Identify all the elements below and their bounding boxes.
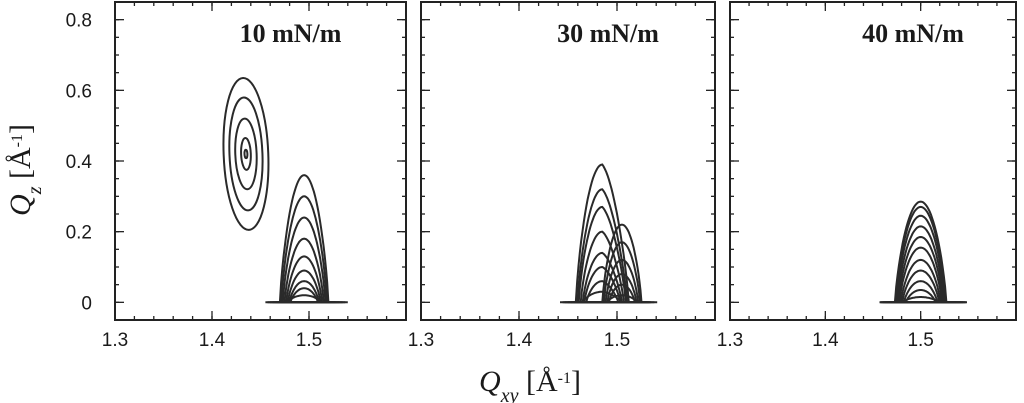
y-tick-label: 0.2 [66,223,92,244]
contour-line [243,148,249,160]
contour-line [567,230,642,304]
contour-line [270,216,343,304]
contour-line [278,269,334,304]
contour-line [597,294,649,304]
contour-line [272,237,340,304]
contour-line [891,296,953,304]
x-tick-label: 1.4 [506,330,533,351]
contour-line [595,258,652,304]
contour-line [240,137,252,171]
panel-1: 1.3 1.4 1.5 0 0.2 0.4 0.6 0.8 10 mN/m [66,1,407,351]
contour-line [590,223,658,304]
x-tick-label: 1.3 [717,330,743,351]
contour-line [601,283,646,304]
x-tick-label: 1.4 [812,330,839,351]
y-tick-label: 0 [81,293,92,314]
contour-line [282,287,329,304]
contour-line [886,246,960,304]
contour-line [598,273,649,304]
panel-3: 1.3 1.4 1.5 40 mN/m [717,1,1017,351]
x-tick-label: 1.4 [199,330,226,351]
contour-line [234,117,258,191]
x-tick-label: 1.3 [408,330,434,351]
y-tick-label: 0.4 [66,152,93,173]
contour-line [884,235,962,304]
panel-title: 10 mN/m [240,19,342,48]
contour-line [265,174,348,304]
contour-line [562,188,647,304]
panels-group: 1.3 1.4 1.5 0 0.2 0.4 0.6 0.8 10 mN/m 1.3 1.4 1.5 30… [66,1,1017,351]
x-tick-label: 1.5 [907,330,933,351]
x-tick-label: 1.3 [102,330,128,351]
contour-line [267,195,346,304]
contour-line [571,251,638,304]
contour-line [576,280,632,304]
contour-line [228,96,264,212]
x-tick-label: 1.5 [604,330,630,351]
contour-line [891,269,954,304]
contour-line [276,294,335,304]
x-tick-label: 1.5 [296,330,322,351]
x-axis-title: Qxy [Å-1] [479,365,581,403]
contour-line [275,255,337,304]
panel-title: 30 mN/m [557,19,659,48]
contour-line [222,77,270,231]
contour-line [894,280,951,304]
panel-title: 40 mN/m [862,19,964,48]
y-tick-label: 0.8 [66,11,92,32]
contour-line [896,289,948,304]
panel-frame [420,1,716,321]
contour-line [881,214,965,304]
contour-line [888,258,957,304]
panel-frame [114,1,407,321]
panel-2: 1.3 1.4 1.5 30 mN/m [408,1,716,351]
contour-line [593,241,655,304]
y-axis-title: Qz [Å-1] [4,124,46,216]
contour-line [280,280,331,304]
y-tick-label: 0.6 [66,81,92,102]
panel-frame [729,1,1017,321]
contour-line [883,225,963,304]
contour-line [880,205,967,304]
